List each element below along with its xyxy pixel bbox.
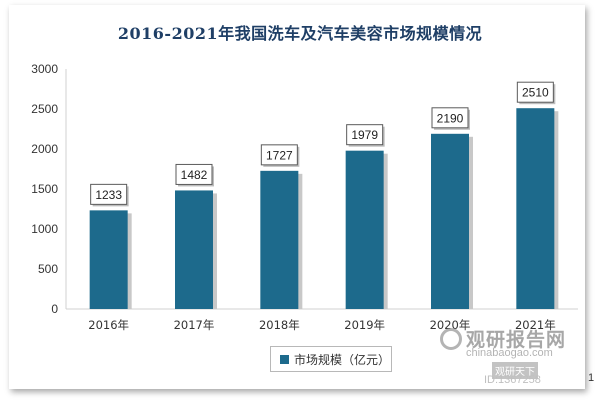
y-tick-label: 2000 [31, 142, 58, 156]
chart-title: 2016-2021年我国洗车及汽车美容市场规模情况 [117, 24, 483, 43]
bars [89, 108, 559, 309]
x-tick-label: 2020年 [430, 318, 471, 332]
y-tick-label: 3000 [31, 62, 58, 76]
data-label: 2510 [522, 86, 549, 100]
watermark-badge: 观研天下 [492, 362, 538, 379]
data-label: 1727 [266, 148, 293, 162]
data-label-box [431, 107, 469, 129]
data-label-box [346, 124, 384, 146]
data-label-box [516, 81, 554, 103]
watermark-logo-icon [440, 328, 462, 350]
data-label: 1233 [95, 188, 122, 202]
bar [431, 133, 469, 309]
x-tick-label: 2016年 [88, 318, 129, 332]
bar [260, 170, 299, 309]
y-tick-label: 1500 [31, 182, 58, 196]
watermark-url: chinabaogao.com [466, 347, 553, 359]
x-tick-label: 2021年 [515, 318, 556, 332]
y-tick-label: 2500 [31, 102, 58, 116]
legend-swatch [280, 355, 289, 364]
y-tick-label: 500 [38, 262, 58, 276]
watermark-brand: 观研报告网 [466, 329, 567, 351]
data-label-box [90, 183, 128, 205]
legend-label: 市场规模（亿元） [294, 353, 391, 367]
data-label-box [260, 144, 298, 166]
page-edge-text: 1 [588, 372, 595, 384]
axes: 0 500 1000 1500 2000 2500 3000 2016年 2017年 2018年 2… [31, 62, 578, 332]
bar [516, 108, 555, 309]
data-label: 1979 [351, 128, 378, 142]
y-tick-label: 0 [51, 302, 58, 316]
x-tick-label: 2018年 [259, 318, 300, 332]
watermark: 观研报告网 chinabaogao.com 观研天下 ID:1367258 [440, 322, 590, 388]
bar [89, 210, 128, 309]
data-label: 2190 [437, 111, 464, 125]
legend: 市场规模（亿元） [270, 346, 392, 372]
x-tick-label: 2019年 [344, 318, 385, 332]
bar [345, 150, 384, 309]
bar [175, 190, 213, 309]
y-tick-label: 1000 [31, 222, 58, 236]
data-label-box [175, 163, 213, 185]
x-tick-label: 2017年 [174, 318, 215, 332]
watermark-id: ID:1367258 [484, 374, 541, 386]
data-labels: 1233 1482 1727 1979 2190 2510 [90, 81, 556, 207]
data-label: 1482 [181, 168, 208, 182]
